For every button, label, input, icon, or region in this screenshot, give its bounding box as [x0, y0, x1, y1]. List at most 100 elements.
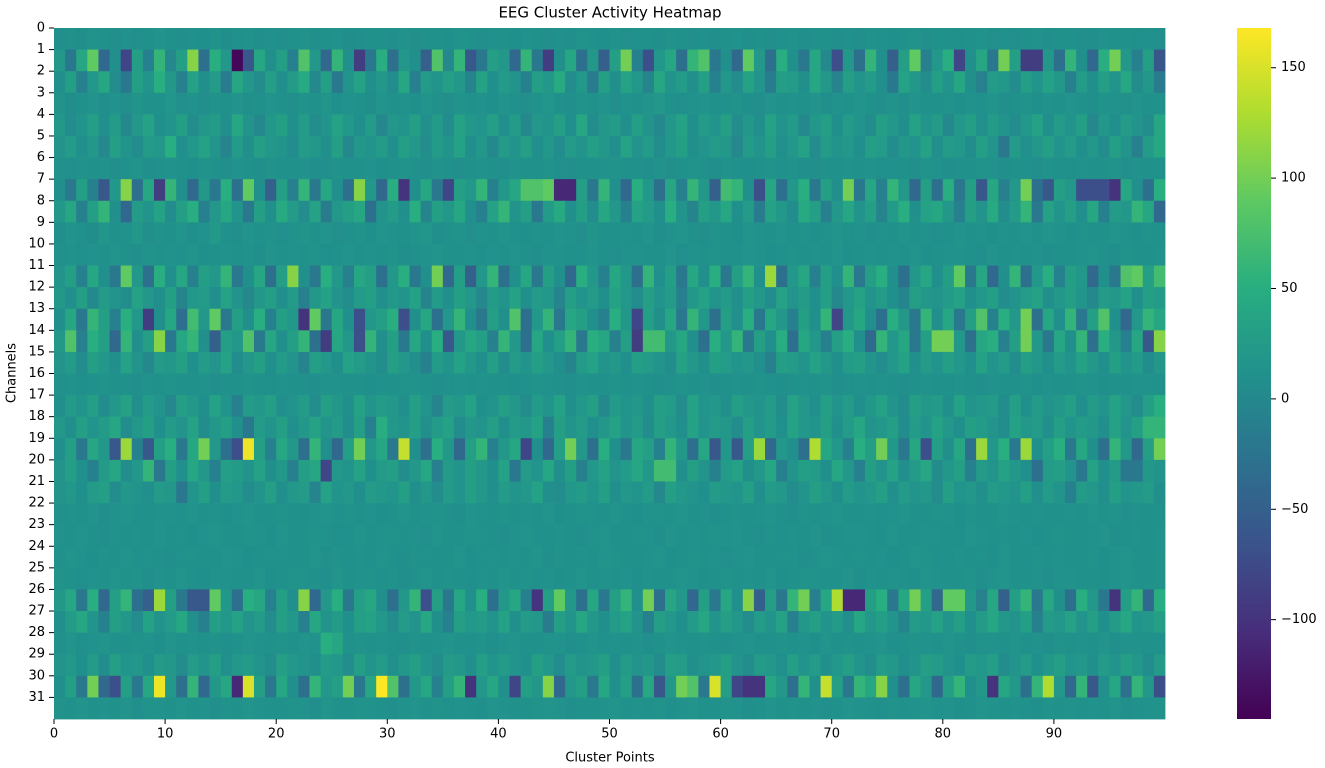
- heatmap-cell: [398, 71, 410, 94]
- heatmap-cell: [320, 157, 333, 180]
- heatmap-cell: [387, 567, 399, 590]
- heatmap-cell: [1109, 373, 1121, 396]
- heatmap-cell: [676, 308, 688, 331]
- heatmap-cell: [587, 438, 599, 461]
- heatmap-cell: [1053, 416, 1066, 439]
- heatmap-cell: [376, 546, 388, 569]
- heatmap-cell: [509, 503, 522, 526]
- heatmap-cell: [420, 179, 433, 202]
- heatmap-cell: [153, 373, 166, 396]
- heatmap-cell: [542, 114, 555, 137]
- heatmap-cell: [1142, 438, 1155, 461]
- heatmap-cell: [220, 71, 233, 94]
- heatmap-cell: [498, 135, 510, 158]
- heatmap-cell: [687, 459, 699, 482]
- heatmap-cell: [876, 114, 888, 137]
- heatmap-cell: [665, 243, 677, 266]
- heatmap-cell: [909, 373, 921, 396]
- heatmap-cell: [342, 265, 355, 288]
- heatmap-cell: [476, 611, 488, 634]
- heatmap-cell: [1009, 49, 1021, 72]
- heatmap-cell: [65, 71, 77, 94]
- heatmap-cell: [787, 589, 799, 612]
- heatmap-cell: [1131, 330, 1144, 353]
- heatmap-cell: [720, 632, 733, 655]
- heatmap-cell: [942, 438, 955, 461]
- heatmap-cell: [976, 28, 988, 50]
- heatmap-cell: [742, 330, 755, 353]
- heatmap-cell: [976, 287, 988, 310]
- heatmap-cell: [87, 567, 99, 590]
- heatmap-cell: [653, 114, 666, 137]
- heatmap-cell: [587, 351, 599, 374]
- heatmap-cell: [198, 611, 210, 634]
- heatmap-cell: [1109, 546, 1121, 569]
- heatmap-cell: [231, 459, 244, 482]
- heatmap-cell: [131, 243, 144, 266]
- heatmap-cell: [742, 567, 755, 590]
- heatmap-cell: [598, 92, 610, 115]
- heatmap-cell: [365, 330, 377, 353]
- heatmap-cell: [442, 675, 455, 698]
- heatmap-cell: [276, 287, 288, 310]
- heatmap-cell: [1031, 373, 1044, 396]
- heatmap-cell: [798, 157, 810, 180]
- heatmap-cell: [676, 546, 688, 569]
- heatmap-cell: [76, 330, 88, 353]
- heatmap-cell: [642, 459, 655, 482]
- heatmap-cell: [1087, 589, 1099, 612]
- heatmap-cell: [353, 179, 366, 202]
- heatmap-cell: [420, 222, 433, 245]
- heatmap-cell: [465, 49, 477, 72]
- heatmap-cell: [920, 546, 933, 569]
- heatmap-cell: [220, 416, 233, 439]
- heatmap-cell: [253, 481, 266, 504]
- heatmap-cell: [776, 135, 788, 158]
- heatmap-cell: [476, 589, 488, 612]
- heatmap-cell: [1042, 697, 1055, 720]
- heatmap-cell: [153, 697, 166, 720]
- heatmap-cell: [865, 287, 877, 310]
- heatmap-cell: [909, 265, 921, 288]
- heatmap-cell: [287, 675, 299, 698]
- heatmap-cell: [487, 49, 499, 72]
- heatmap-cell: [398, 481, 410, 504]
- heatmap-cell: [1053, 524, 1066, 547]
- heatmap-cell: [720, 330, 733, 353]
- heatmap-cell: [442, 92, 455, 115]
- heatmap-cell: [798, 675, 810, 698]
- heatmap-cell: [365, 179, 377, 202]
- heatmap-cell: [1142, 92, 1155, 115]
- heatmap-cell: [753, 71, 766, 94]
- heatmap-cell: [120, 351, 133, 374]
- heatmap-cell: [87, 351, 99, 374]
- heatmap-cell: [231, 243, 244, 266]
- heatmap-cell: [453, 438, 466, 461]
- heatmap-cell: [242, 481, 255, 504]
- heatmap-cell: [709, 351, 721, 374]
- heatmap-cell: [420, 49, 433, 72]
- heatmap-cell: [709, 135, 721, 158]
- heatmap-cell: [165, 28, 177, 50]
- heatmap-cell: [642, 308, 655, 331]
- heatmap-cell: [253, 546, 266, 569]
- heatmap-cell: [987, 157, 999, 180]
- heatmap-cell: [553, 481, 566, 504]
- heatmap-cell: [54, 546, 66, 569]
- heatmap-cell: [987, 373, 999, 396]
- heatmap-cell: [176, 179, 188, 202]
- heatmap-cell: [731, 265, 744, 288]
- heatmap-cell: [520, 503, 533, 526]
- heatmap-cell: [676, 611, 688, 634]
- heatmap-cell: [998, 243, 1010, 266]
- heatmap-cell: [1053, 114, 1066, 137]
- heatmap-cell: [476, 632, 488, 655]
- heatmap-cell: [109, 481, 122, 504]
- heatmap-cell: [1131, 459, 1144, 482]
- heatmap-cell: [776, 567, 788, 590]
- heatmap-cell: [453, 416, 466, 439]
- y-tick-label: 10: [28, 236, 45, 251]
- heatmap-cell: [809, 697, 821, 720]
- heatmap-cell: [876, 611, 888, 634]
- heatmap-cell: [942, 157, 955, 180]
